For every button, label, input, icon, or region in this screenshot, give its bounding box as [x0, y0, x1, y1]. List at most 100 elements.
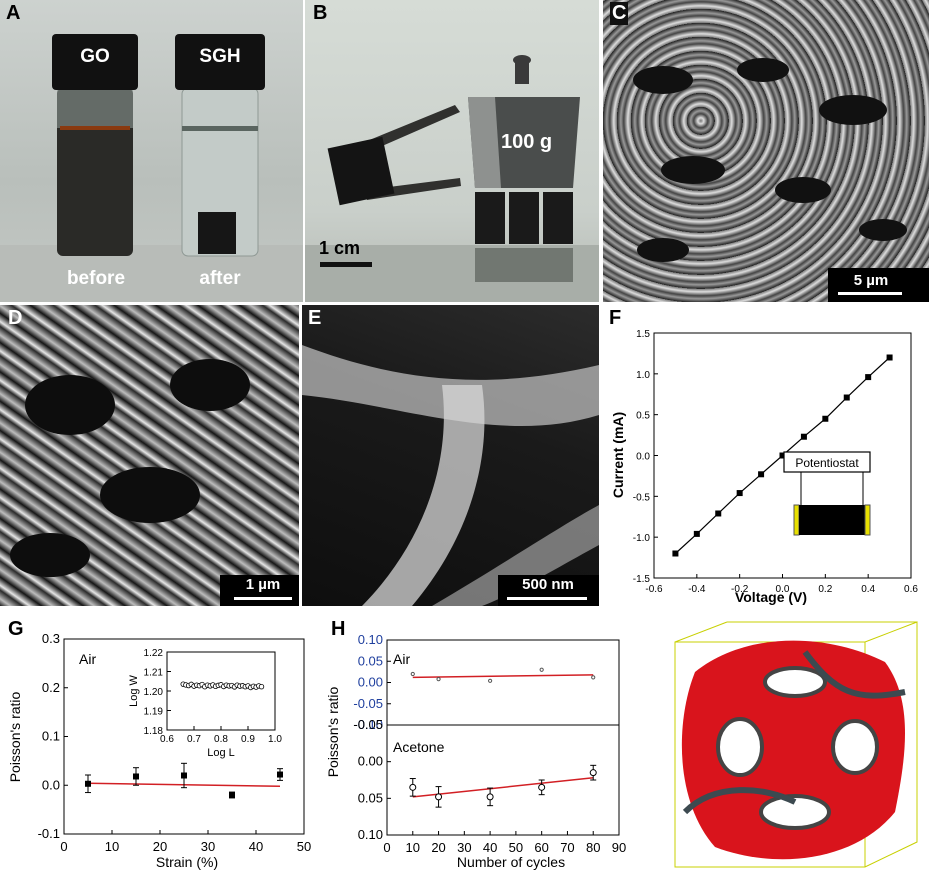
x-tick-label: 30	[201, 839, 215, 854]
x-tick-label: 0.6	[904, 584, 918, 595]
weight-label: 100 g	[501, 131, 553, 153]
f-data-point	[758, 471, 765, 478]
after-caption: after	[199, 268, 241, 289]
g-data-point	[85, 780, 91, 787]
h-bottom-point	[409, 783, 417, 791]
panel-h-label: H	[331, 618, 346, 640]
y-tick-label: -0.05	[353, 717, 383, 732]
panel-b-label: B	[313, 2, 328, 24]
potentiostat-inset: Potentiostat	[783, 451, 871, 536]
panel-d-label: D	[8, 307, 23, 329]
x-tick-label: 0	[60, 839, 67, 854]
y-tick-label: 1.0	[636, 370, 650, 381]
y-tick-label: 0.2	[42, 680, 60, 695]
f-data-point	[779, 452, 786, 459]
panel-c-label: C	[610, 2, 629, 25]
iv-chart-svg: Current (mA) Voltage (V) -0.6 -0.4 -0.2 0.0…	[610, 329, 918, 605]
panel-e-scale-label: 500 nm	[522, 576, 574, 593]
panel-a-label: A	[6, 2, 21, 24]
panel-g-label: G	[8, 618, 24, 640]
x-tick-label: -0.4	[688, 584, 706, 595]
panel-f-label: F	[609, 307, 622, 329]
gyroid-structure	[674, 621, 918, 868]
panel-i-render: I	[655, 612, 929, 879]
y-tick-label: 1.18	[144, 726, 164, 737]
x-tick-label: 10	[406, 840, 420, 855]
h-top-fit-line	[412, 674, 594, 679]
x-tick-label: 50	[297, 839, 311, 854]
y-tick-label: 0.0	[636, 452, 650, 463]
g-xlabel: Strain (%)	[156, 854, 218, 870]
x-tick-label: 0.8	[214, 734, 228, 745]
y-tick-label: 0.00	[358, 754, 383, 769]
y-tick-label: 0.05	[358, 653, 383, 668]
panel-c-sem: C 5 µm	[603, 0, 929, 302]
g-inset-point	[258, 684, 265, 690]
before-caption: before	[66, 268, 126, 289]
f-data-point	[693, 530, 700, 537]
vials-illustration	[0, 34, 303, 302]
y-tick-label: -0.05	[353, 696, 383, 711]
h-top-point	[488, 678, 493, 683]
y-tick-label: -1.5	[633, 574, 651, 585]
panel-h-chart: H Poisson's ratio Number of cycles Air A…	[325, 612, 650, 879]
x-tick-label: 40	[249, 839, 263, 854]
go-cap-label: GO	[80, 46, 110, 67]
g-data-point	[133, 773, 139, 780]
panel-d-sem: D 1 µm	[0, 305, 299, 606]
y-tick-label: 0.5	[636, 411, 650, 422]
x-tick-label: 0.2	[818, 584, 832, 595]
y-tick-label: 1.21	[144, 668, 164, 679]
h-ylabel: Poisson's ratio	[325, 686, 341, 777]
f-xlabel: Voltage (V)	[735, 589, 807, 605]
h-bottom-fit-line	[412, 777, 594, 798]
f-data-point	[736, 490, 743, 497]
g-data-point	[229, 792, 235, 798]
y-tick-label: -1.0	[633, 533, 651, 544]
h-xlabel: Number of cycles	[457, 854, 565, 870]
x-tick-label: 30	[457, 840, 471, 855]
g-ylabel: Poisson's ratio	[7, 691, 23, 782]
h-bottom-point	[486, 793, 494, 801]
panel-b-scale-label: 1 cm	[319, 238, 361, 258]
x-tick-label: 20	[431, 840, 445, 855]
y-tick-label: -0.5	[633, 492, 651, 503]
x-tick-label: -0.2	[731, 584, 749, 595]
x-tick-label: 20	[153, 839, 167, 854]
y-tick-label: 0.05	[358, 790, 383, 805]
x-tick-label: 50	[509, 840, 523, 855]
panel-f-chart: F Current (mA) Voltage (V) -0.6 -0.4 -0.2 0…	[601, 305, 929, 609]
h-top-legend: Air	[393, 651, 410, 667]
x-tick-label: 0.4	[861, 584, 875, 595]
y-tick-label: 1.5	[636, 329, 650, 340]
panel-g-chart: G Poisson's ratio Strain (%) Air 0 10 20 30…	[0, 612, 318, 879]
y-tick-label: 1.19	[144, 707, 164, 718]
f-data-point	[865, 374, 872, 381]
f-data-point	[886, 354, 893, 361]
panel-d-scale-label: 1 µm	[245, 576, 281, 593]
y-tick-label: 0.1	[42, 729, 60, 744]
h-top-point	[436, 677, 441, 682]
x-tick-label: 60	[534, 840, 548, 855]
poisson-strain-chart-svg: Poisson's ratio Strain (%) Air 0 10 20 30 40…	[7, 631, 311, 870]
h-bottom-point	[589, 769, 597, 777]
f-data-point	[843, 394, 850, 401]
sem-sheet-e	[302, 345, 599, 606]
y-tick-label: 0.0	[42, 777, 60, 792]
x-tick-label: 90	[612, 840, 626, 855]
panel-c-scale-label: 5 µm	[853, 272, 889, 289]
y-tick-label: 0.10	[358, 632, 383, 647]
g-inset-ylabel: Log W	[128, 674, 140, 706]
x-tick-label: 0.9	[241, 734, 255, 745]
panel-e-sem: E 500 nm	[302, 305, 599, 606]
poisson-cycles-chart-svg: Poisson's ratio Number of cycles Air Ace…	[325, 632, 626, 870]
h-top-point	[591, 675, 596, 680]
sgh-cap-label: SGH	[199, 46, 241, 67]
panel-a-photo: A GO SGH before after	[0, 0, 303, 302]
g-data-point	[181, 772, 187, 779]
g-legend: Air	[79, 651, 96, 667]
potentiostat-label: Potentiostat	[795, 456, 859, 470]
panel-e-label: E	[308, 307, 322, 329]
x-tick-label: 0.7	[187, 734, 201, 745]
f-data-point	[822, 415, 829, 422]
